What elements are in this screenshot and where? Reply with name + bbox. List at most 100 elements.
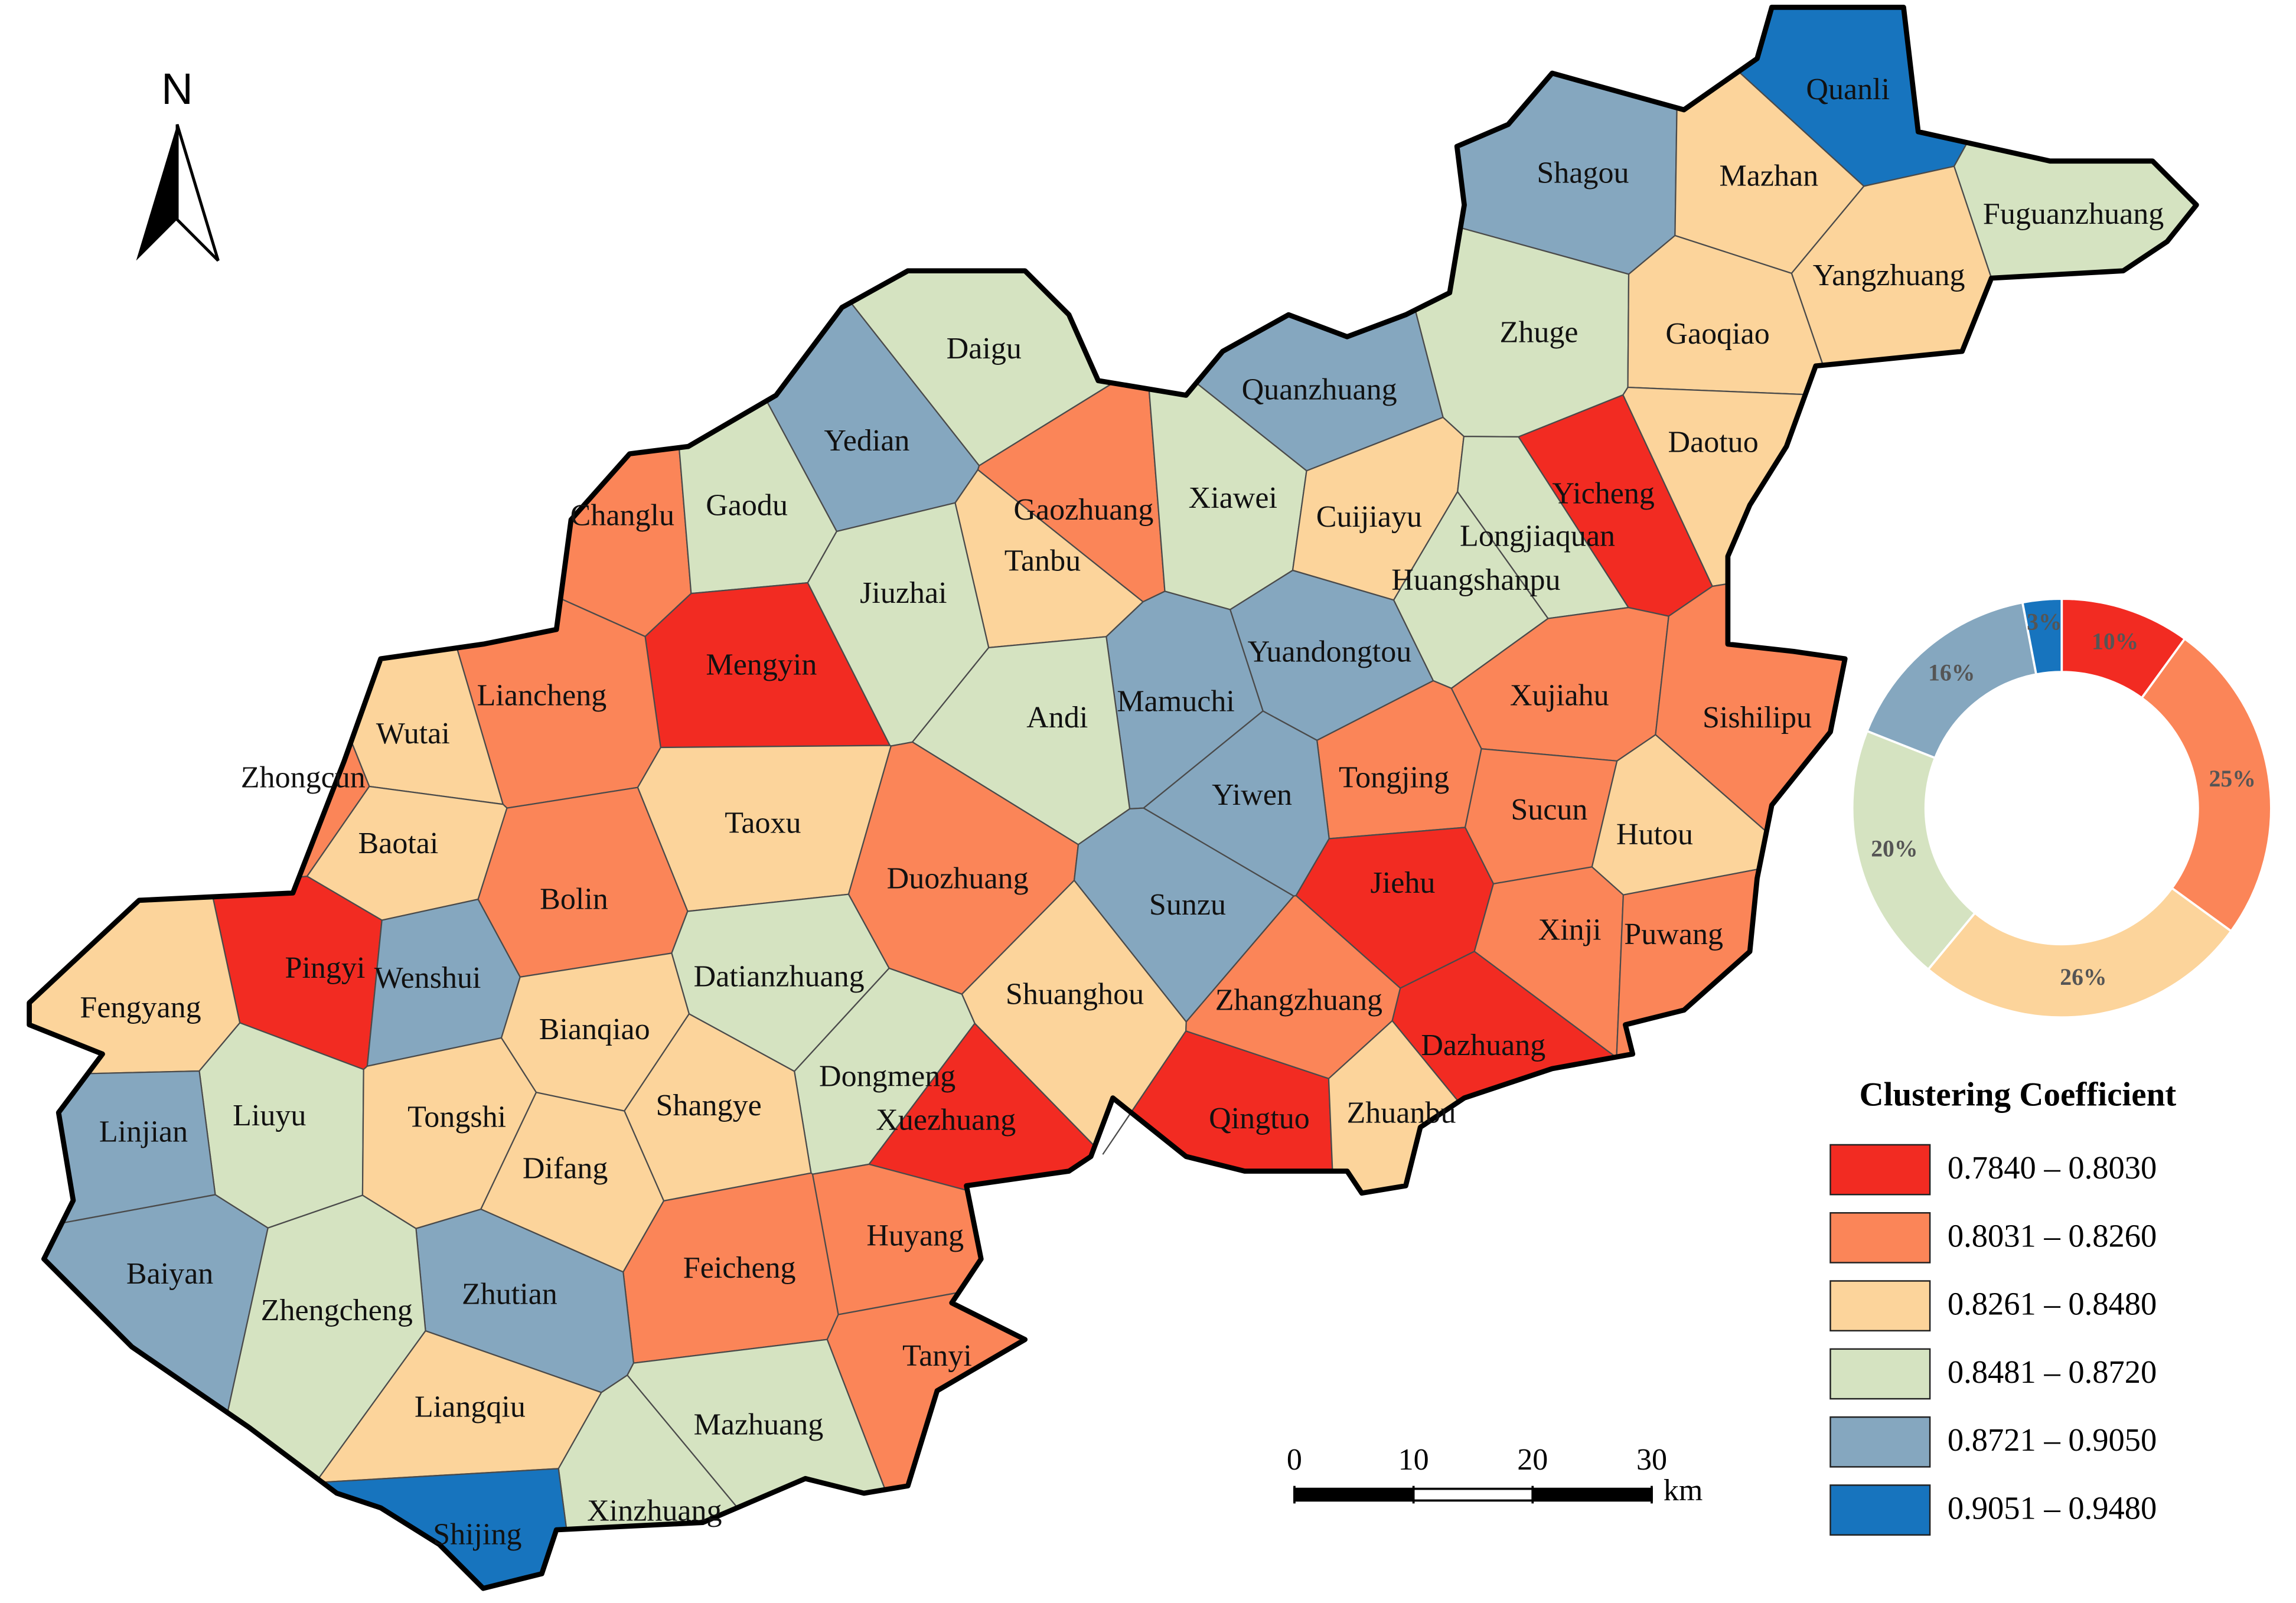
region-label: Andi	[1026, 701, 1088, 734]
legend-swatch	[1829, 1280, 1931, 1332]
region-label: Tongshi	[407, 1101, 506, 1134]
region-label: Feicheng	[683, 1251, 796, 1285]
region-label: Bolin	[540, 882, 608, 916]
donut-slice	[1851, 729, 1977, 971]
region-label: Jiuzhai	[860, 576, 947, 610]
region-label: Sucun	[1511, 793, 1587, 827]
north-arrow-right	[175, 124, 220, 262]
boundary	[27, 5, 2199, 1591]
legend-label: 0.8261 – 0.8480	[1948, 1286, 2157, 1322]
region-label: Hutou	[1616, 818, 1693, 851]
region-label: Tanyi	[902, 1339, 972, 1373]
region-label: Liuyu	[233, 1099, 306, 1132]
legend-swatch	[1829, 1144, 1931, 1196]
region-label: Mazhuang	[694, 1408, 824, 1441]
region-label: Baiyan	[126, 1257, 213, 1291]
region-label: Taoxu	[725, 806, 801, 840]
region-label: Fengyang	[80, 991, 201, 1024]
scale-segment	[1412, 1487, 1534, 1502]
donut-label: 25%	[2209, 766, 2256, 792]
region-label: Xujiahu	[1510, 679, 1609, 713]
region-label: Qingtuo	[1209, 1102, 1310, 1135]
region-label: Gaoqiao	[1665, 317, 1769, 351]
donut-label: 3%	[2027, 609, 2062, 635]
region-label: Bianqiao	[539, 1013, 650, 1046]
region-label: Cuijiayu	[1316, 500, 1422, 534]
region-label: Longjiaquan	[1460, 519, 1615, 553]
region-label: Mamuchi	[1117, 685, 1234, 719]
region-label: Zhuge	[1500, 316, 1578, 350]
region-label: Wenshui	[374, 961, 481, 995]
legend-label: 0.7840 – 0.8030	[1948, 1150, 2157, 1186]
legend-label: 0.8721 – 0.9050	[1948, 1422, 2157, 1458]
donut-slice	[2021, 598, 2063, 676]
region-label: Puwang	[1624, 918, 1723, 951]
region-label: Tongjing	[1339, 761, 1449, 795]
scale-unit: km	[1664, 1474, 1703, 1507]
region-label: Zhuanbu	[1346, 1096, 1456, 1129]
legend: Clustering Coefficient 0.7840 – 0.8030 0.…	[1829, 1076, 2176, 1536]
region-label: Xinji	[1538, 913, 1602, 946]
region-label: Datianzhuang	[694, 960, 865, 994]
north-label: N	[161, 64, 193, 113]
north-arrow: N	[136, 64, 220, 262]
region-label: Changlu	[570, 499, 674, 533]
region-label: Zhongcun	[241, 761, 366, 795]
region-label: Yangzhuang	[1813, 259, 1965, 292]
region-label: Huyang	[866, 1219, 964, 1253]
region-label: Quanzhuang	[1242, 373, 1397, 406]
scale-tick-label: 30	[1636, 1443, 1667, 1477]
legend-swatch	[1829, 1212, 1931, 1264]
region-label: Jiehu	[1371, 866, 1436, 900]
region-label: Mengyin	[706, 648, 817, 682]
donut-label: 16%	[1928, 660, 1975, 685]
region-label: Huangshanpu	[1391, 563, 1560, 597]
region-label: Tanbu	[1004, 544, 1081, 578]
region-label: Daigu	[947, 332, 1022, 365]
region-label: Baotai	[358, 827, 439, 860]
donut-label: 10%	[2092, 629, 2138, 655]
legend-swatch	[1829, 1348, 1931, 1400]
region-label: Shuanghou	[1006, 977, 1144, 1011]
region-label: Linjian	[99, 1115, 188, 1149]
legend-label: 0.8031 – 0.8260	[1948, 1217, 2157, 1253]
region-label: Zhengcheng	[261, 1294, 413, 1327]
legend-label: 0.8481 – 0.8720	[1948, 1354, 2157, 1390]
donut-label: 20%	[1871, 836, 1917, 862]
legend-swatch	[1829, 1484, 1931, 1536]
scale-tick-label: 0	[1287, 1443, 1302, 1477]
region-label: Liangqiu	[415, 1390, 526, 1424]
region-label: Difang	[523, 1152, 608, 1186]
legend-swatch	[1829, 1416, 1931, 1468]
scale-tick-label: 20	[1517, 1443, 1548, 1477]
region-label: Pingyi	[285, 951, 365, 985]
region-label: Yiwen	[1212, 778, 1292, 812]
region-label: Shijing	[433, 1517, 521, 1551]
region-label: Dazhuang	[1421, 1029, 1545, 1062]
scale-segment	[1531, 1487, 1653, 1502]
region-labels: Quanli Shagou Mazhan Fuguanzhuang Yangzhuang…	[80, 73, 2164, 1551]
region-label: Xuezhuang	[876, 1104, 1016, 1137]
region-label: Shangye	[655, 1089, 761, 1122]
donut-chart: 10% 25% 26% 20% 16% 3%	[1851, 598, 2272, 1019]
region-label: Dongmeng	[819, 1059, 955, 1093]
region-label: Mazhan	[1720, 159, 1819, 192]
region-label: Fuguanzhuang	[1983, 197, 2164, 231]
region-label: Yedian	[824, 424, 909, 458]
region-label: Liancheng	[477, 679, 607, 713]
region-label: Yuandongtou	[1248, 635, 1412, 668]
donut-slice	[2140, 637, 2272, 933]
scale-segment	[1293, 1487, 1415, 1502]
region-label: Zhutian	[462, 1278, 557, 1311]
region-label: Sunzu	[1149, 888, 1226, 922]
region-label: Sishilipu	[1703, 701, 1812, 734]
region-label: Xinzhuang	[587, 1494, 722, 1528]
region-label: Xiawei	[1189, 481, 1277, 515]
donut-slice	[1926, 886, 2233, 1019]
region-label: Wutai	[376, 717, 450, 750]
region-label: Shagou	[1537, 156, 1629, 190]
regions	[27, 5, 2199, 1591]
region-label: Quanli	[1806, 73, 1890, 106]
